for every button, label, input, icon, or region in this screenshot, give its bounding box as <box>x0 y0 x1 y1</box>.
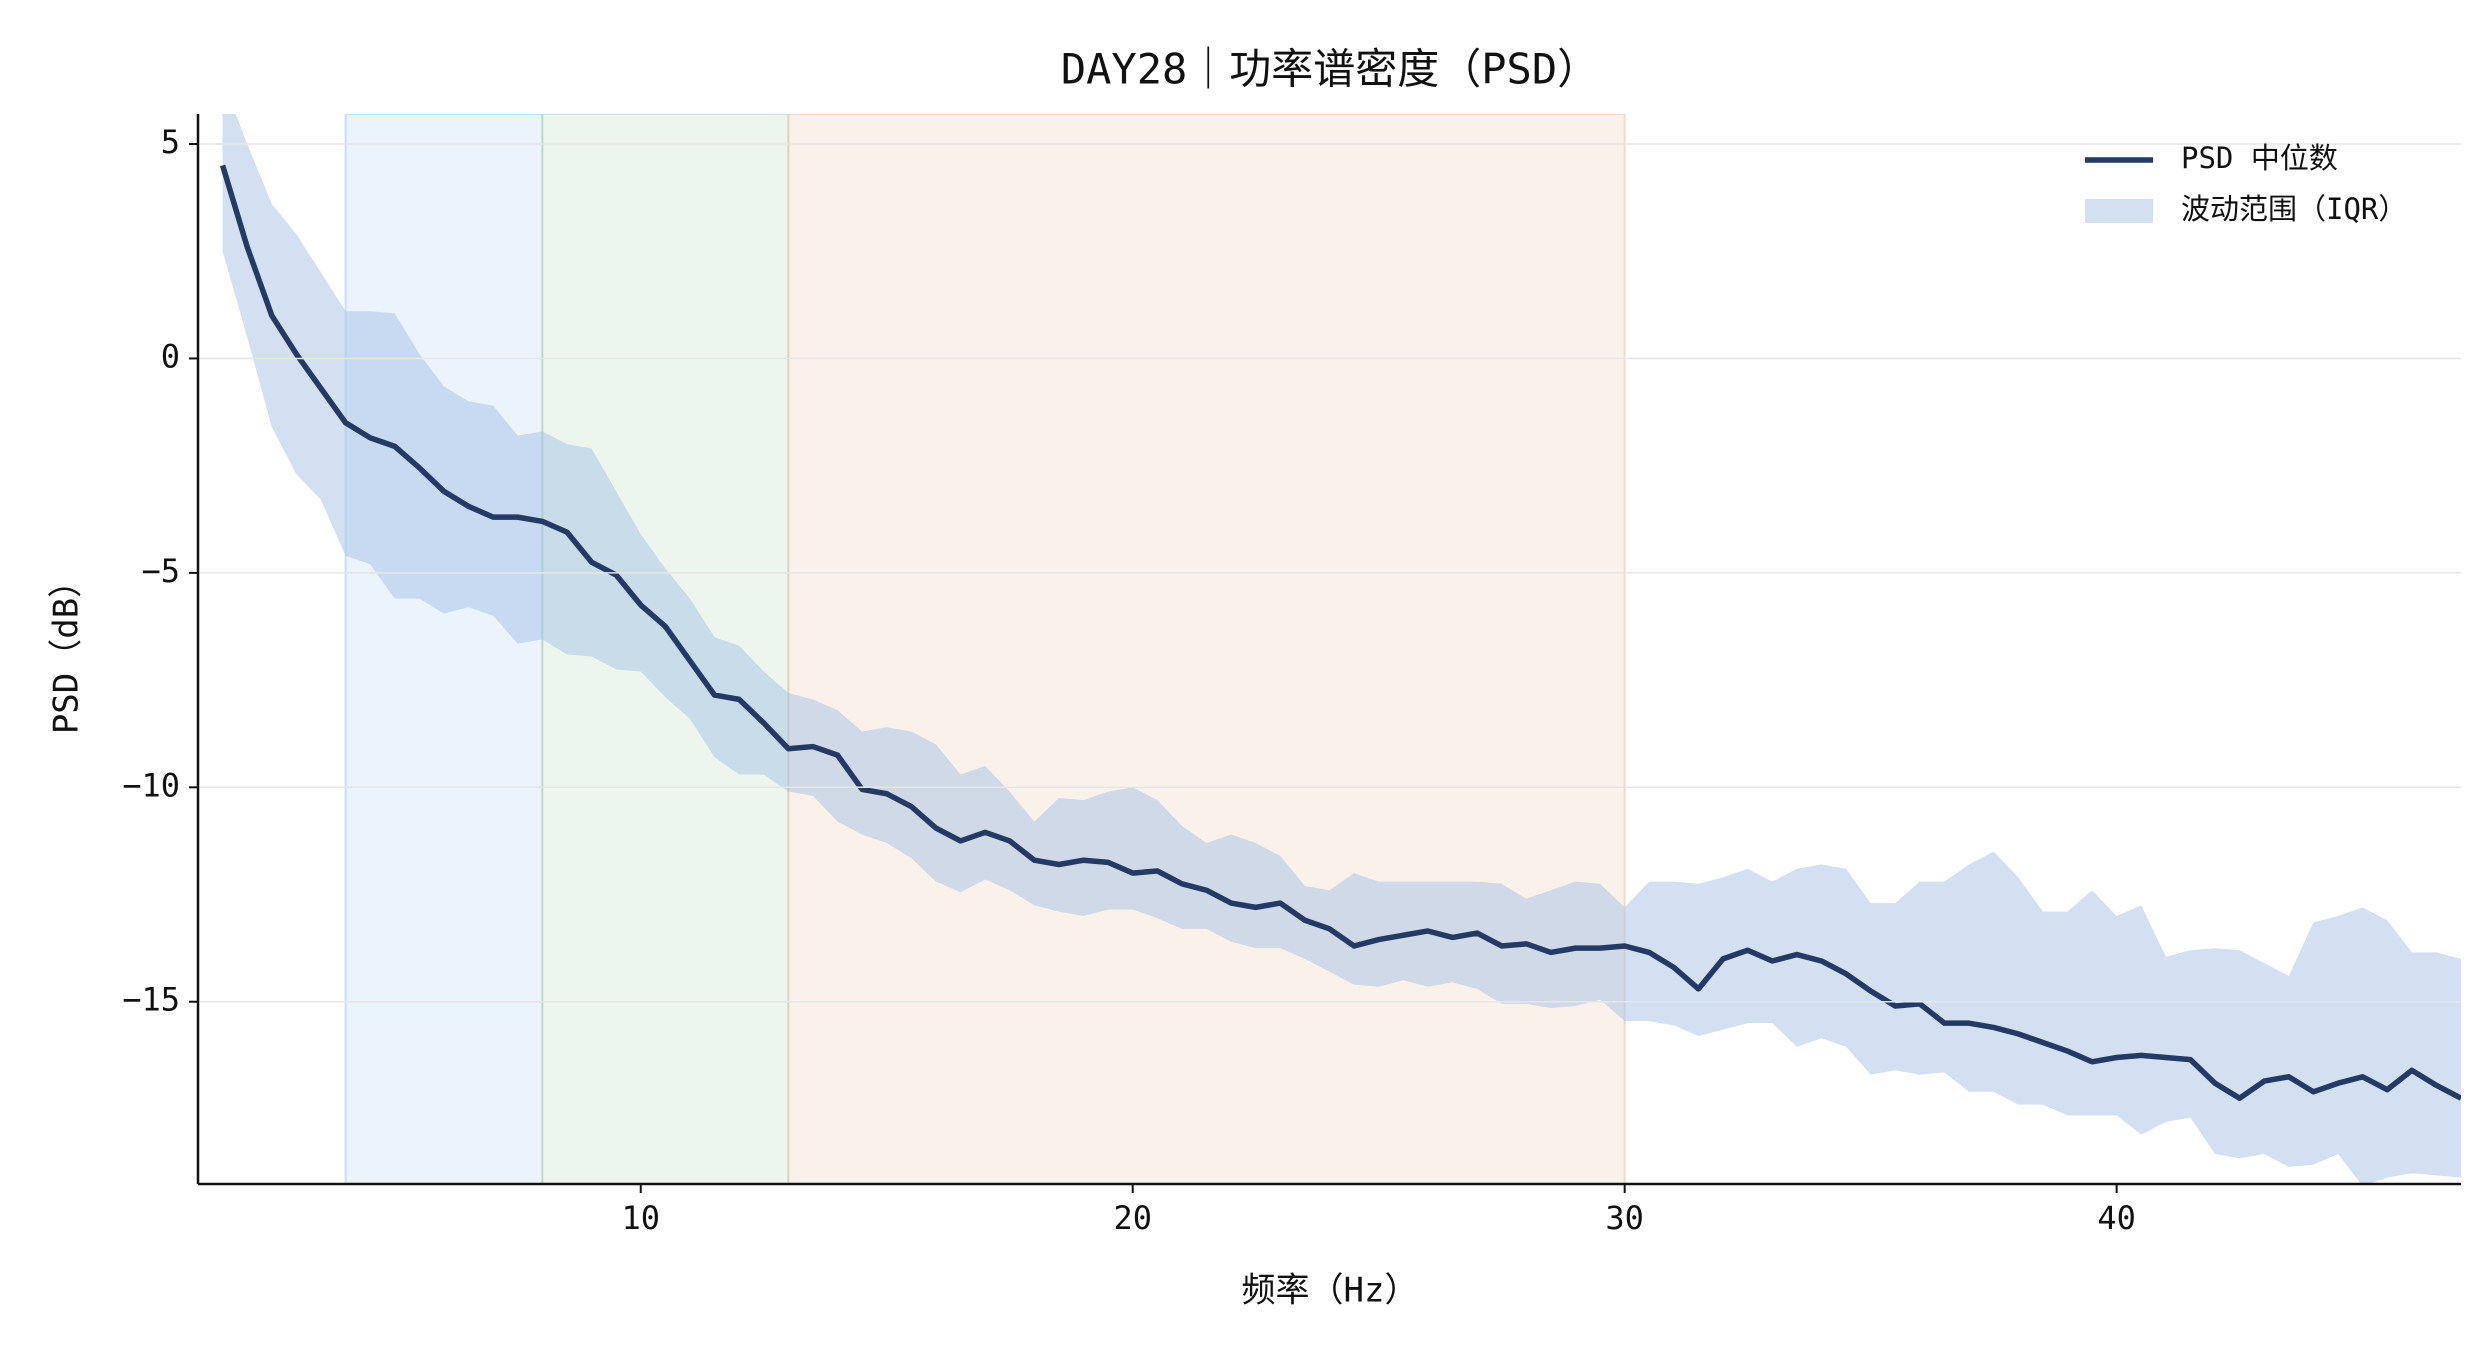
legend-label: 波动范围（IQR） <box>2181 192 2407 226</box>
iqr-area <box>222 114 2461 1184</box>
x-tick-label: 10 <box>621 1199 660 1237</box>
y-tick-label: 5 <box>161 123 180 161</box>
plot-area <box>219 114 2461 1184</box>
y-axis-label: PSD（dB） <box>47 564 87 734</box>
x-tick-label: 30 <box>1605 1199 1644 1237</box>
x-axis-label: 频率（Hz） <box>1242 1271 1419 1311</box>
y-tick-label: −15 <box>122 981 180 1019</box>
legend-swatch <box>2085 199 2153 223</box>
y-tick-label: −10 <box>122 766 180 804</box>
legend-label: PSD 中位数 <box>2181 141 2338 175</box>
x-tick-label: 40 <box>2097 1199 2136 1237</box>
median-line <box>219 164 2461 1101</box>
x-tick-label: 20 <box>1113 1199 1152 1237</box>
y-tick-label: 0 <box>161 337 180 375</box>
frequency-band <box>344 114 544 1184</box>
y-tick-label: −5 <box>141 552 180 590</box>
chart-title: DAY28｜功率谱密度（PSD） <box>1061 45 1599 94</box>
frequency-band <box>787 114 1626 1184</box>
